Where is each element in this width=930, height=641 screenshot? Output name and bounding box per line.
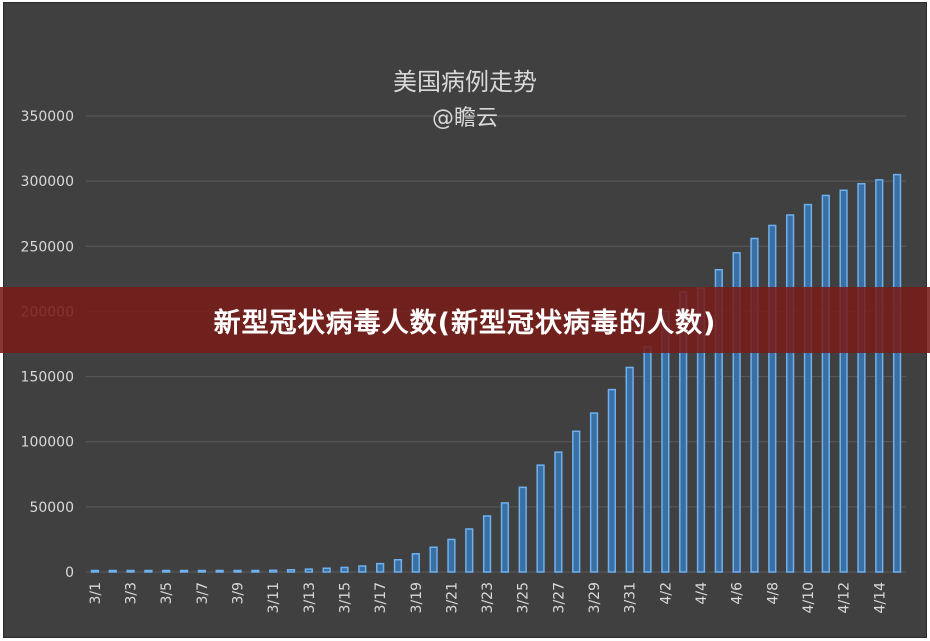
bars xyxy=(90,173,902,573)
bar-3-1 xyxy=(90,569,100,573)
x-tick-label: 4/4 xyxy=(694,582,710,605)
bar-4-5 xyxy=(714,268,723,573)
bar-3-22 xyxy=(465,528,474,573)
y-tick-label: 50000 xyxy=(29,500,74,516)
x-tick-label: 3/27 xyxy=(551,582,567,613)
bar-3-17 xyxy=(375,562,385,573)
x-tick-label: 3/7 xyxy=(195,582,211,605)
x-tick-label: 3/11 xyxy=(266,582,282,613)
bar-3-10 xyxy=(251,569,260,573)
overlay-caption-banner: 新型冠状病毒人数(新型冠状病毒的人数) xyxy=(0,287,930,353)
bar-3-7 xyxy=(197,569,207,573)
bar-4-9 xyxy=(785,214,795,573)
y-tick-label: 350000 xyxy=(21,109,74,125)
bar-3-29 xyxy=(589,412,599,573)
x-tick-label: 4/6 xyxy=(730,582,746,605)
bar-3-20 xyxy=(429,546,438,573)
x-tick-label: 3/19 xyxy=(409,582,425,613)
bar-3-13 xyxy=(304,568,313,573)
x-tick-label: 3/5 xyxy=(159,582,175,605)
bar-3-30 xyxy=(607,388,617,573)
bar-3-24 xyxy=(500,502,510,573)
x-tick-label: 3/23 xyxy=(480,582,496,613)
bar-4-7 xyxy=(750,237,759,573)
bar-4-8 xyxy=(768,224,777,573)
chart-subtitle: @瞻云 xyxy=(431,106,498,131)
bar-4-6 xyxy=(732,252,741,573)
x-axis-tick-labels: 3/1 3/3 3/5 3/7 3/9 3/11 3/13 3/15 3/17 3/19 3/21 3… xyxy=(88,582,888,614)
bar-3-21 xyxy=(447,538,456,573)
bar-3-23 xyxy=(482,515,492,573)
x-tick-label: 4/14 xyxy=(872,582,888,614)
bar-4-11 xyxy=(821,194,830,573)
y-tick-label: 0 xyxy=(65,565,74,581)
bar-3-15 xyxy=(340,566,349,573)
bar-4-12 xyxy=(839,189,848,573)
bar-4-15 xyxy=(892,173,902,573)
bar-3-16 xyxy=(358,565,367,573)
x-tick-label: 4/10 xyxy=(801,582,817,613)
bar-3-3 xyxy=(126,569,135,573)
bar-3-2 xyxy=(108,569,117,573)
bar-3-28 xyxy=(572,430,581,573)
bar-3-6 xyxy=(179,569,189,573)
x-tick-label: 3/25 xyxy=(516,582,532,613)
x-tick-label: 4/2 xyxy=(658,582,674,605)
bar-4-14 xyxy=(875,179,884,573)
x-tick-label: 3/1 xyxy=(88,582,104,605)
bar-3-14 xyxy=(322,567,331,573)
bar-3-8 xyxy=(215,569,224,573)
x-tick-label: 3/17 xyxy=(373,582,389,613)
x-tick-label: 3/15 xyxy=(337,582,353,613)
bar-3-18 xyxy=(393,559,403,573)
bar-4-13 xyxy=(857,182,866,573)
chart-title: 美国病例走势 xyxy=(393,68,537,96)
x-tick-label: 4/12 xyxy=(837,582,853,613)
x-tick-label: 3/13 xyxy=(302,582,318,613)
bar-4-1 xyxy=(643,345,652,573)
overlay-caption: 新型冠状病毒人数(新型冠状病毒的人数) xyxy=(213,307,717,339)
bar-3-4 xyxy=(144,569,153,573)
bar-4-10 xyxy=(803,203,813,573)
bar-3-26 xyxy=(536,464,545,573)
x-tick-label: 3/31 xyxy=(623,582,639,613)
y-tick-label: 300000 xyxy=(21,174,74,190)
y-tick-label: 250000 xyxy=(21,239,74,255)
bar-3-11 xyxy=(269,569,278,573)
bar-3-27 xyxy=(554,451,563,573)
bar-3-25 xyxy=(518,486,527,573)
x-tick-label: 4/8 xyxy=(765,582,781,605)
x-tick-label: 3/29 xyxy=(587,582,603,613)
bar-3-19 xyxy=(411,553,420,573)
bar-3-9 xyxy=(233,569,242,573)
bar-3-31 xyxy=(625,366,634,573)
x-tick-label: 3/3 xyxy=(124,582,140,605)
x-tick-label: 3/21 xyxy=(444,582,460,613)
y-tick-label: 150000 xyxy=(21,370,74,386)
x-tick-label: 3/9 xyxy=(231,582,247,605)
bar-3-5 xyxy=(162,569,171,573)
y-tick-label: 100000 xyxy=(21,435,74,451)
bar-3-12 xyxy=(286,569,296,573)
